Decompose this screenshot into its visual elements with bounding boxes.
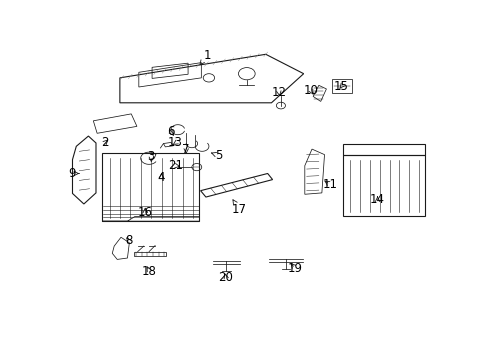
Text: 19: 19 [287, 262, 302, 275]
Text: 16: 16 [138, 206, 152, 219]
Text: 13: 13 [168, 136, 183, 149]
Text: 3: 3 [147, 150, 155, 163]
Text: 2: 2 [101, 136, 108, 149]
Text: 14: 14 [369, 193, 384, 206]
Text: 4: 4 [158, 171, 165, 184]
Text: 10: 10 [303, 84, 318, 97]
Bar [331, 79, 351, 93]
Text: 11: 11 [322, 178, 337, 191]
Text: 1: 1 [200, 49, 210, 65]
Text: 18: 18 [142, 265, 157, 278]
Text: 15: 15 [333, 80, 348, 93]
Text: 8: 8 [124, 234, 132, 247]
Text: 5: 5 [211, 149, 222, 162]
Text: 9: 9 [69, 167, 79, 180]
Text: 20: 20 [218, 271, 233, 284]
Text: 7: 7 [182, 143, 189, 157]
Text: 17: 17 [231, 200, 246, 216]
Text: 6: 6 [167, 125, 174, 138]
Text: 21: 21 [168, 159, 183, 172]
Text: 12: 12 [271, 86, 286, 99]
